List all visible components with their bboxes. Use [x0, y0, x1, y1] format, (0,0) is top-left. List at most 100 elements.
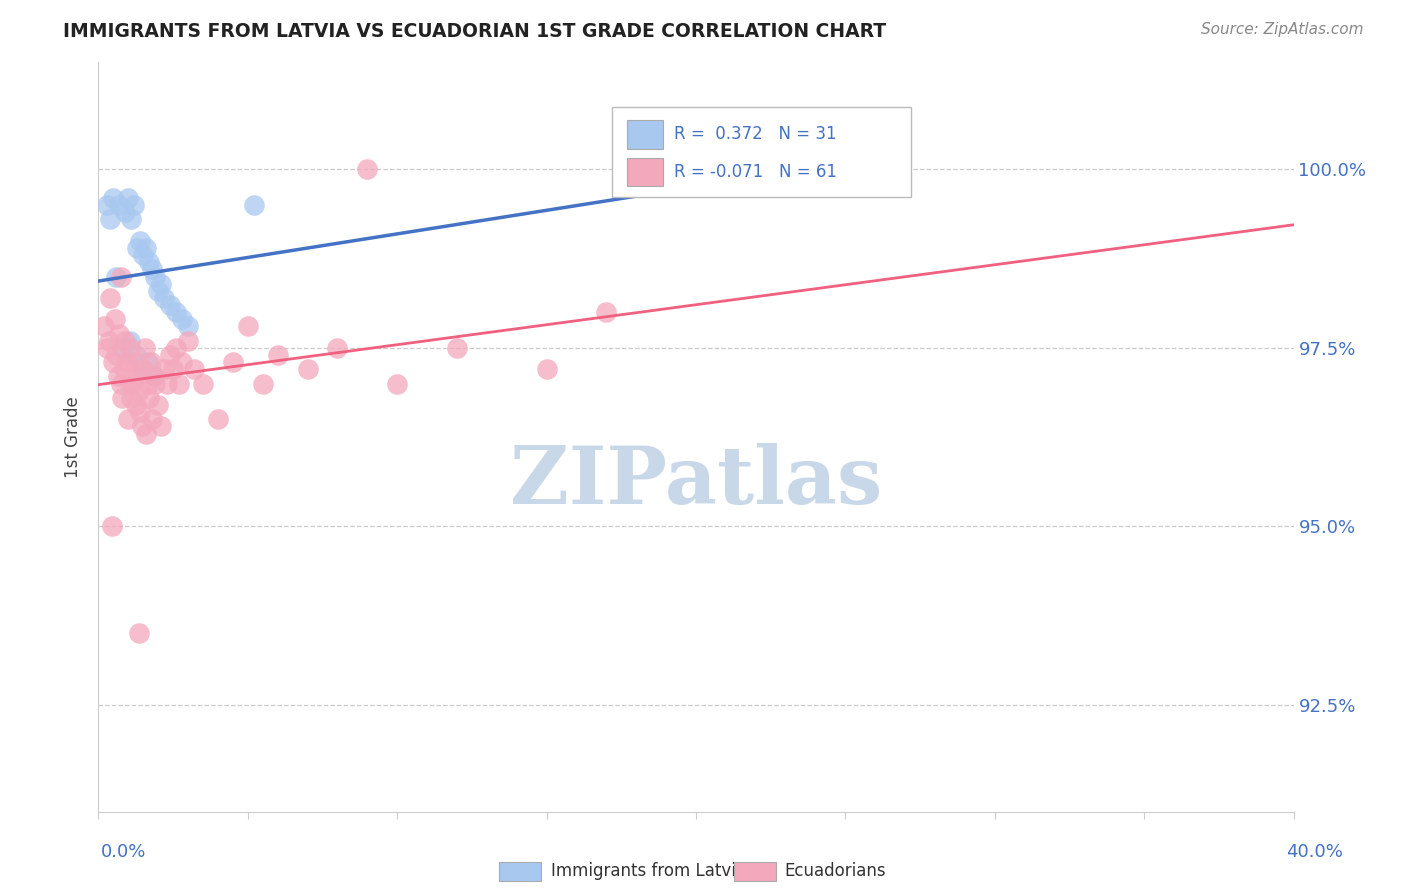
Point: [139, 355, 162, 369]
Point: [120, 391, 142, 405]
Text: R = -0.071   N = 61: R = -0.071 N = 61: [675, 163, 838, 181]
Point: [128, 384, 150, 398]
Point: [111, 341, 134, 355]
Point: [129, 234, 152, 248]
Point: [135, 241, 157, 255]
Point: [127, 369, 149, 384]
Point: [148, 398, 170, 412]
Point: [117, 412, 139, 426]
Point: [97, 334, 120, 348]
Bar: [613, 107, 911, 197]
Point: [150, 277, 173, 291]
Point: [98, 291, 122, 305]
Text: 40.0%: 40.0%: [1286, 843, 1343, 861]
Point: [162, 362, 184, 376]
Point: [143, 269, 166, 284]
Point: [138, 255, 160, 269]
Point: [243, 198, 266, 212]
Text: ZIPatlas: ZIPatlas: [510, 443, 882, 521]
Text: Ecuadorians: Ecuadorians: [785, 863, 886, 880]
Text: IMMIGRANTS FROM LATVIA VS ECUADORIAN 1ST GRADE CORRELATION CHART: IMMIGRANTS FROM LATVIA VS ECUADORIAN 1ST…: [63, 22, 886, 41]
Point: [134, 341, 156, 355]
Point: [117, 191, 139, 205]
Point: [118, 376, 141, 391]
Point: [96, 198, 118, 212]
Point: [136, 376, 159, 391]
Point: [104, 312, 127, 326]
Point: [136, 355, 159, 369]
Point: [143, 376, 166, 391]
Point: [114, 334, 136, 348]
Point: [595, 305, 617, 319]
Point: [172, 312, 194, 326]
Point: [108, 326, 131, 341]
Point: [111, 391, 134, 405]
Point: [150, 419, 173, 434]
Point: [183, 362, 205, 376]
Point: [385, 376, 409, 391]
Point: [125, 398, 148, 412]
Point: [153, 291, 176, 305]
Point: [110, 269, 132, 284]
Point: [132, 362, 155, 376]
Point: [128, 626, 150, 640]
Point: [297, 362, 319, 376]
Point: [159, 298, 181, 312]
Point: [98, 212, 122, 227]
Point: [167, 376, 190, 391]
Bar: [627, 120, 662, 149]
Point: [107, 369, 129, 384]
Point: [124, 198, 146, 212]
Text: R =  0.372   N = 31: R = 0.372 N = 31: [675, 126, 837, 144]
Point: [191, 376, 214, 391]
Point: [124, 355, 146, 369]
Point: [236, 319, 259, 334]
Point: [131, 362, 153, 376]
Point: [129, 405, 152, 419]
Text: Source: ZipAtlas.com: Source: ZipAtlas.com: [1201, 22, 1364, 37]
Point: [135, 426, 157, 441]
Point: [267, 348, 290, 362]
Point: [112, 362, 135, 376]
Point: [356, 162, 378, 177]
Point: [118, 334, 141, 348]
Point: [142, 369, 165, 384]
Point: [93, 319, 115, 334]
Point: [536, 362, 558, 376]
Point: [118, 341, 141, 355]
Point: [165, 341, 187, 355]
Point: [141, 262, 163, 277]
Point: [110, 376, 132, 391]
Point: [326, 341, 349, 355]
Point: [115, 355, 138, 369]
Point: [125, 348, 148, 362]
Point: [138, 391, 160, 405]
Point: [121, 376, 143, 391]
Point: [101, 519, 124, 533]
Point: [105, 269, 128, 284]
Point: [131, 419, 153, 434]
Point: [108, 198, 131, 212]
Point: [141, 412, 163, 426]
Point: [207, 412, 229, 426]
Point: [105, 348, 128, 362]
Point: [165, 305, 187, 319]
Point: [127, 241, 149, 255]
Point: [114, 205, 136, 219]
Point: [96, 341, 118, 355]
Point: [159, 348, 181, 362]
Point: [222, 355, 245, 369]
Point: [142, 369, 165, 384]
Point: [103, 191, 125, 205]
Point: [120, 212, 142, 227]
Point: [132, 248, 155, 262]
Text: 0.0%: 0.0%: [101, 843, 146, 861]
Point: [177, 334, 200, 348]
Bar: [627, 158, 662, 186]
Point: [103, 355, 125, 369]
Point: [619, 162, 641, 177]
Point: [252, 376, 274, 391]
Y-axis label: 1st Grade: 1st Grade: [65, 396, 83, 478]
Point: [172, 355, 194, 369]
Point: [153, 362, 176, 376]
